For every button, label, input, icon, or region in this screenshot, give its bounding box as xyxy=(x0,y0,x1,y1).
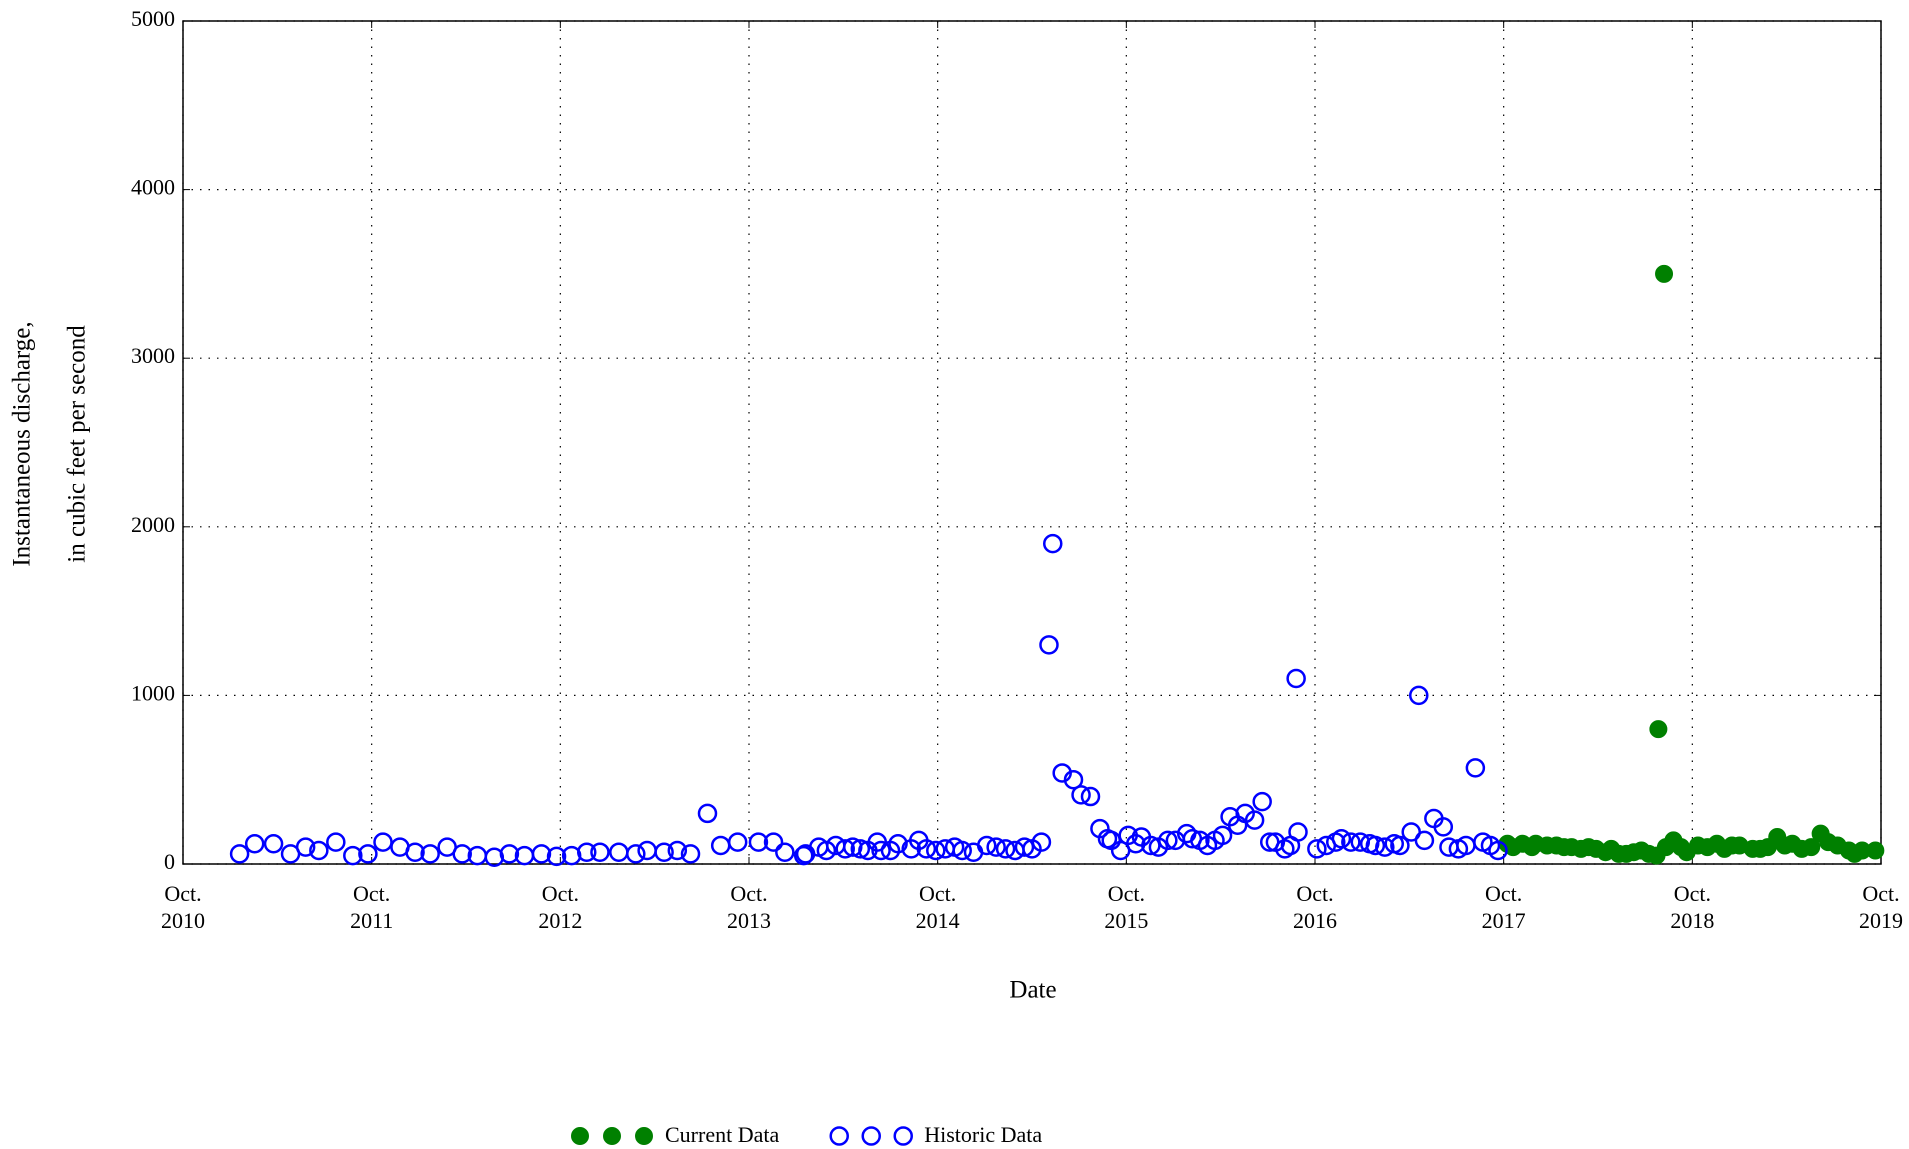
y-tick-label: 3000 xyxy=(131,343,175,368)
data-point xyxy=(420,844,440,864)
data-point xyxy=(1465,758,1486,778)
data-point xyxy=(358,844,378,864)
data-point xyxy=(229,844,250,864)
data-point xyxy=(405,842,425,862)
y-tick-label: 4000 xyxy=(131,175,175,200)
data-point xyxy=(1141,835,1161,856)
legend-marker xyxy=(635,1127,653,1145)
data-point xyxy=(1252,791,1272,812)
y-axis-label: in cubic feet per second xyxy=(64,325,91,563)
x-tick-label: Oct. 2010 xyxy=(161,881,205,933)
legend-marker xyxy=(603,1127,621,1145)
data-point xyxy=(1286,668,1306,689)
data-point xyxy=(1802,838,1821,857)
legend-marker xyxy=(571,1127,589,1145)
data-point xyxy=(654,842,674,862)
data-point xyxy=(1488,840,1508,861)
plot-frame xyxy=(182,20,1882,865)
data-point xyxy=(309,840,329,861)
legend-label: Current Data xyxy=(665,1122,779,1147)
data-point xyxy=(1071,785,1091,805)
x-tick-label: Oct. 2015 xyxy=(1104,881,1148,933)
data-point xyxy=(748,832,769,852)
data-point xyxy=(1649,720,1668,739)
data-point xyxy=(976,835,997,856)
y-axis-label: Instantaneous discharge, xyxy=(9,321,36,566)
x-tick-label: Oct. 2011 xyxy=(350,881,393,933)
data-point xyxy=(763,832,784,852)
x-tick-label: Oct. 2017 xyxy=(1482,881,1526,933)
data-point xyxy=(1307,839,1327,859)
x-tick-label: Oct. 2016 xyxy=(1293,881,1337,933)
data-point xyxy=(995,839,1016,859)
data-point xyxy=(1365,835,1386,856)
data-point xyxy=(1063,769,1084,790)
y-tick-label: 0 xyxy=(164,849,175,874)
data-point xyxy=(1433,817,1454,837)
data-point xyxy=(343,845,363,866)
data-point xyxy=(626,844,646,864)
x-tick-label: Oct. 2019 xyxy=(1859,881,1903,933)
y-tick-label: 5000 xyxy=(131,6,175,31)
data-point xyxy=(1288,822,1308,842)
x-tick-label: Oct. 2018 xyxy=(1670,881,1714,933)
x-tick-label: Oct. 2012 xyxy=(538,881,582,933)
data-point xyxy=(667,840,688,861)
data-point xyxy=(1212,825,1233,846)
data-point xyxy=(727,832,748,852)
data-point xyxy=(499,844,520,864)
data-point xyxy=(590,842,610,862)
data-point xyxy=(916,839,937,859)
data-point xyxy=(263,834,284,854)
data-point xyxy=(1409,685,1429,706)
data-point xyxy=(793,845,814,866)
data-point xyxy=(1014,837,1035,857)
data-point xyxy=(926,840,946,861)
data-point xyxy=(1655,264,1674,283)
y-tick-label: 1000 xyxy=(131,680,175,705)
data-point xyxy=(452,844,472,864)
data-point xyxy=(1244,810,1265,830)
data-point xyxy=(986,837,1006,857)
legend-label: Historic Data xyxy=(924,1122,1042,1147)
x-tick-label: Oct. 2013 xyxy=(727,881,771,933)
data-point xyxy=(1390,835,1410,856)
data-point xyxy=(326,832,346,852)
data-point xyxy=(1341,832,1361,852)
data-point xyxy=(871,840,891,861)
data-point xyxy=(697,803,718,824)
data-point xyxy=(1080,786,1101,807)
data-point xyxy=(531,844,552,864)
legend-marker xyxy=(861,1126,881,1146)
legend-marker xyxy=(893,1126,913,1146)
data-point xyxy=(952,840,972,861)
data-point xyxy=(1039,635,1059,655)
data-point xyxy=(835,839,855,859)
data-point xyxy=(1375,837,1395,857)
data-point xyxy=(816,840,837,861)
data-point xyxy=(244,834,265,854)
data-point xyxy=(1331,828,1352,849)
data-point xyxy=(888,834,908,854)
data-point xyxy=(680,844,701,864)
data-point xyxy=(546,846,567,867)
x-tick-label: Oct. 2014 xyxy=(916,881,960,933)
data-point xyxy=(1866,841,1885,860)
data-point xyxy=(295,837,316,857)
data-point xyxy=(1414,830,1435,851)
legend-marker xyxy=(829,1126,849,1146)
data-point xyxy=(576,842,597,862)
data-point xyxy=(1043,533,1063,554)
data-point xyxy=(775,842,795,862)
data-point xyxy=(373,832,393,852)
x-axis-label: Date xyxy=(1009,977,1056,1004)
data-point xyxy=(850,839,871,859)
y-tick-label: 2000 xyxy=(131,512,175,537)
data-point xyxy=(1158,830,1178,851)
data-point xyxy=(1031,832,1052,852)
